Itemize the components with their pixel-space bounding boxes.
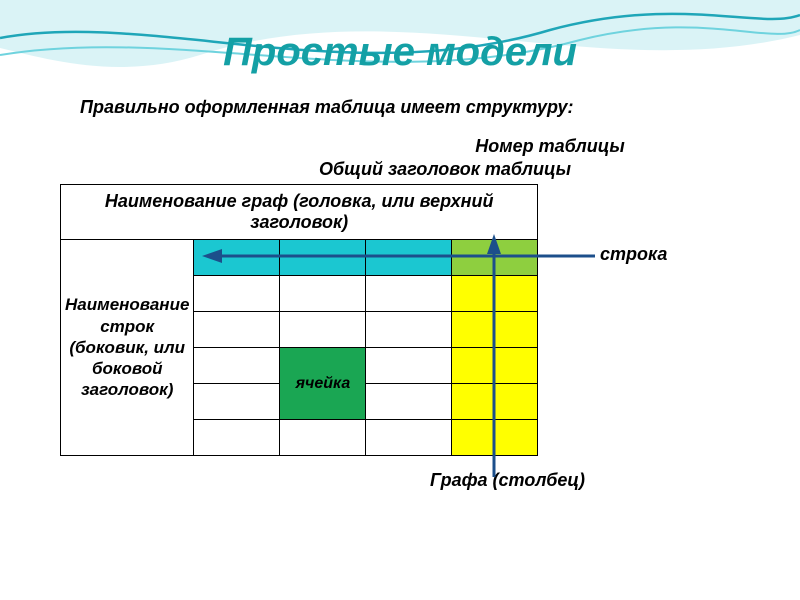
label-table-number: Номер таблицы: [360, 136, 740, 157]
page-title: Простые модели: [60, 30, 740, 75]
cell-highlighted: ячейка: [280, 348, 366, 420]
cell: [280, 240, 366, 276]
cell: [366, 384, 452, 420]
cell: [452, 240, 538, 276]
cell: [452, 384, 538, 420]
subtitle: Правильно оформленная таблица имеет стру…: [80, 97, 740, 118]
cell: [280, 420, 366, 456]
cell: [366, 312, 452, 348]
cell: [194, 420, 280, 456]
cell: [452, 276, 538, 312]
cell: [194, 348, 280, 384]
cell: [194, 240, 280, 276]
cell: [194, 276, 280, 312]
label-column: Графа (столбец): [430, 470, 740, 491]
cell: [280, 312, 366, 348]
cell: [452, 312, 538, 348]
cell: [366, 240, 452, 276]
cell: [366, 420, 452, 456]
cell: [452, 420, 538, 456]
cell: [194, 384, 280, 420]
side-header-cell: Наименование строк (боковик, или боковой…: [61, 240, 194, 456]
structure-table: Наименование граф (головка, или верхний …: [60, 184, 538, 456]
cell: [366, 276, 452, 312]
label-row: строка: [600, 244, 667, 265]
table-row: Наименование строк (боковик, или боковой…: [61, 240, 538, 276]
top-header-cell: Наименование граф (головка, или верхний …: [61, 185, 538, 240]
cell: [366, 348, 452, 384]
cell: [194, 312, 280, 348]
cell: [452, 348, 538, 384]
label-table-caption: Общий заголовок таблицы: [150, 159, 740, 180]
cell: [280, 276, 366, 312]
